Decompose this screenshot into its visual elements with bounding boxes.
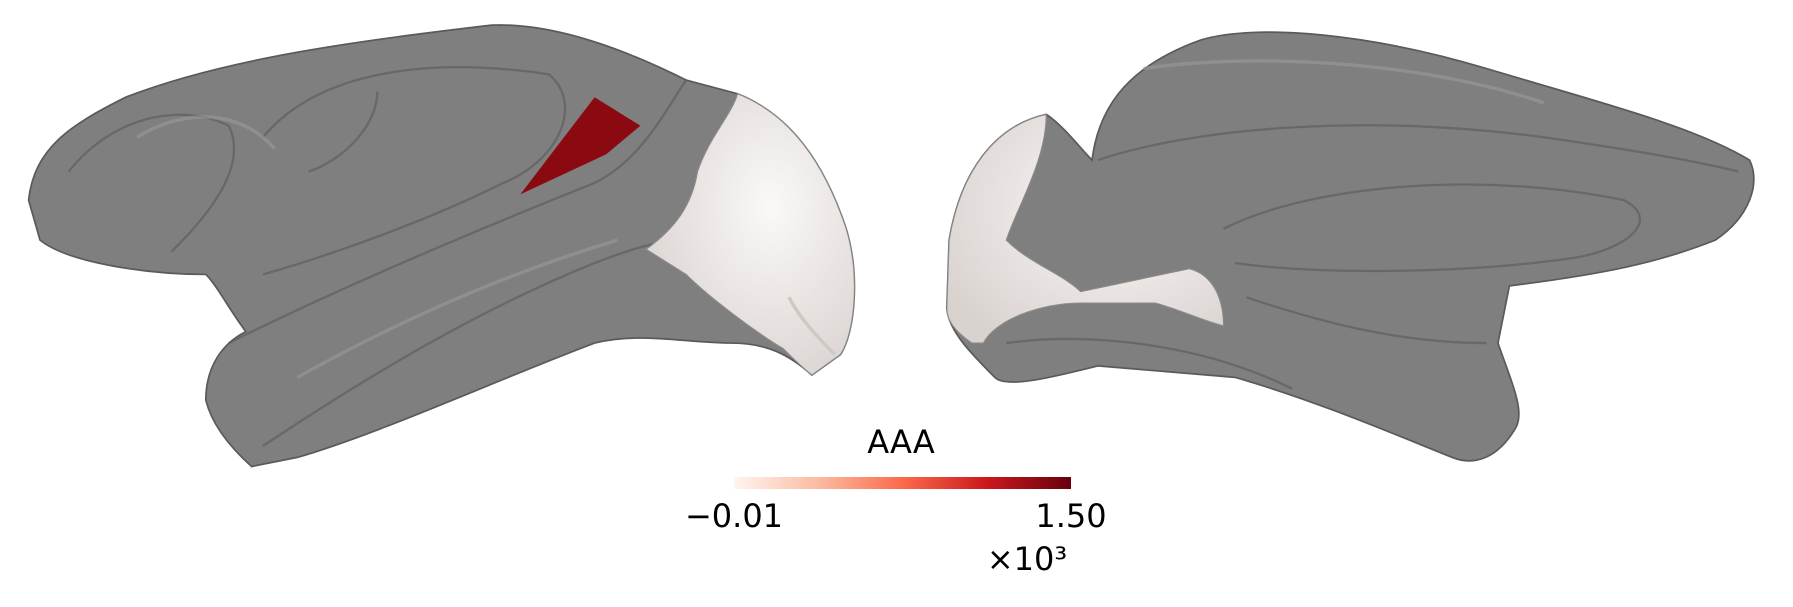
colorbar-title: AAA: [867, 423, 935, 461]
brain-surfaces: [27, 24, 1755, 468]
colorbar-offset-label: ×10³: [987, 540, 1067, 578]
colorbar-gradient: [734, 477, 1071, 489]
right-hemisphere: [945, 31, 1755, 462]
tick-label: −0.01: [685, 497, 783, 535]
colorbar: AAA ×10³ −0.01 1.50: [685, 423, 1107, 578]
tick-label: 1.50: [1035, 497, 1106, 535]
left-hemisphere: [27, 24, 856, 468]
